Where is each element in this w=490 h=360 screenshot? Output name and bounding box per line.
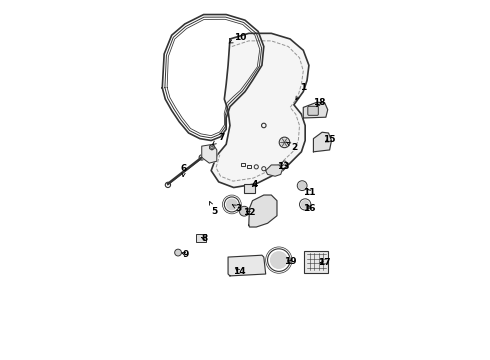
FancyBboxPatch shape — [308, 106, 319, 115]
Text: 19: 19 — [284, 257, 296, 266]
Text: 14: 14 — [233, 267, 245, 276]
Text: 11: 11 — [303, 188, 316, 197]
Polygon shape — [314, 132, 332, 152]
FancyBboxPatch shape — [247, 165, 251, 168]
FancyBboxPatch shape — [244, 184, 255, 193]
FancyBboxPatch shape — [196, 234, 205, 242]
Text: 4: 4 — [251, 180, 258, 189]
Text: 10: 10 — [229, 33, 246, 43]
Circle shape — [299, 182, 306, 189]
Polygon shape — [202, 144, 217, 163]
Text: 9: 9 — [182, 249, 189, 258]
Text: 12: 12 — [243, 208, 256, 217]
Polygon shape — [249, 195, 277, 227]
Polygon shape — [228, 255, 266, 276]
Text: 8: 8 — [201, 234, 207, 243]
Text: 1: 1 — [296, 84, 306, 100]
Circle shape — [281, 139, 288, 146]
Text: 7: 7 — [213, 133, 225, 144]
Text: 13: 13 — [277, 162, 290, 171]
Circle shape — [226, 199, 237, 210]
FancyBboxPatch shape — [304, 251, 328, 273]
Text: 6: 6 — [181, 164, 187, 176]
Text: 5: 5 — [209, 202, 217, 216]
Text: 3: 3 — [232, 204, 242, 213]
Text: 2: 2 — [286, 142, 298, 152]
Polygon shape — [303, 102, 328, 118]
Text: 15: 15 — [323, 135, 336, 144]
Circle shape — [176, 250, 180, 255]
Circle shape — [270, 252, 287, 268]
Circle shape — [301, 201, 309, 208]
Text: 16: 16 — [303, 204, 316, 213]
Polygon shape — [210, 145, 214, 150]
Text: 18: 18 — [313, 98, 326, 107]
Polygon shape — [266, 165, 283, 176]
FancyBboxPatch shape — [241, 163, 245, 166]
Circle shape — [241, 207, 248, 215]
Text: 17: 17 — [318, 258, 331, 267]
Polygon shape — [211, 33, 309, 188]
